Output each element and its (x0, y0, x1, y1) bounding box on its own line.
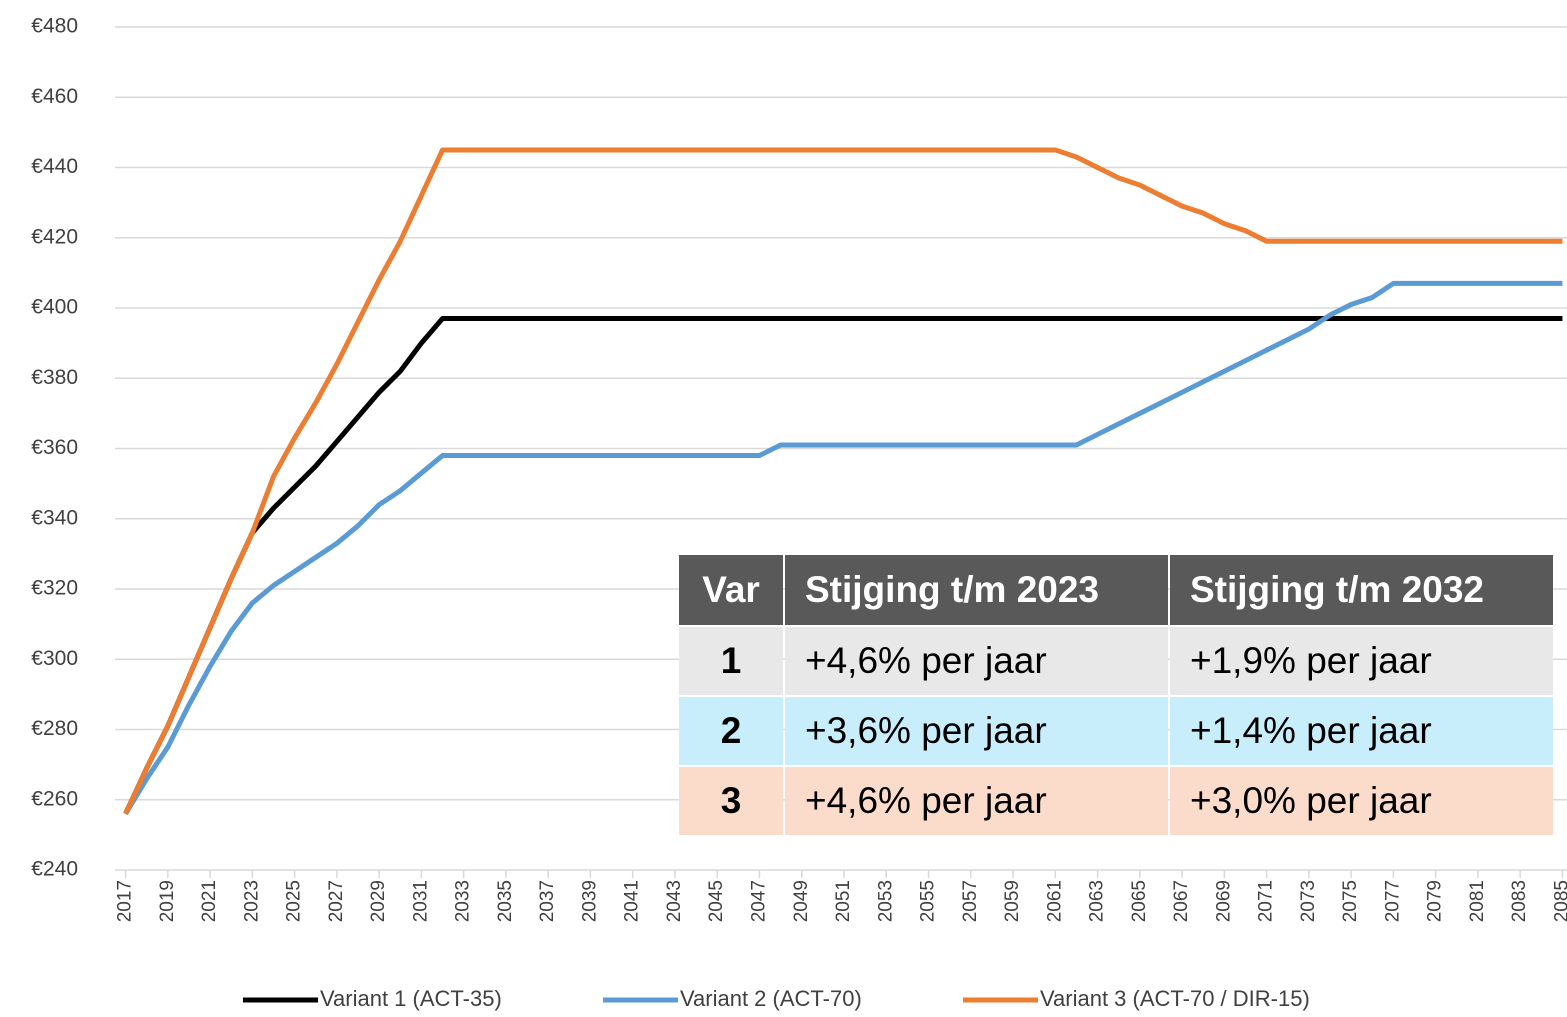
y-tick-label: €380 (31, 366, 78, 389)
y-tick-label: €260 (31, 787, 78, 810)
table-header-cell (785, 555, 1168, 625)
x-tick-label: 2027 (326, 880, 347, 922)
series-line (123, 147, 1563, 815)
table-header-text: Var (702, 569, 760, 610)
x-tick-label: 2043 (664, 880, 685, 922)
x-tick-label: 2073 (1298, 880, 1319, 922)
table-cell (1170, 697, 1553, 765)
legend-label: Variant 1 (ACT-35) (320, 986, 502, 1011)
x-tick-label: 2025 (284, 880, 305, 922)
x-tick-label: 2085 (1551, 880, 1567, 922)
y-tick-label: €300 (31, 647, 78, 670)
table-header-cell (679, 555, 783, 625)
x-tick-label: 2057 (960, 880, 981, 922)
x-tick-label: 2047 (748, 880, 769, 922)
x-tick-label: 2053 (875, 880, 896, 922)
x-tick-label: 2029 (368, 880, 389, 922)
table-cell (785, 697, 1168, 765)
table-cell (785, 767, 1168, 835)
y-tick-label: €400 (31, 296, 78, 319)
table-cell-text: +4,6% per jaar (805, 640, 1047, 681)
x-tick-label: 2075 (1340, 880, 1361, 922)
table-cell-text: +3,0% per jaar (1190, 780, 1432, 821)
table-cell-text: 3 (721, 780, 742, 821)
x-tick-label: 2061 (1044, 880, 1065, 922)
x-tick-label: 2059 (1002, 880, 1023, 922)
table-cell (1170, 767, 1553, 835)
table-cell-text: 2 (721, 710, 742, 751)
y-tick-label: €420 (31, 225, 78, 248)
x-tick-label: 2083 (1509, 880, 1530, 922)
x-tick-label: 2079 (1425, 880, 1446, 922)
x-tick-label: 2023 (241, 880, 262, 922)
x-tick-label: 2039 (579, 880, 600, 922)
y-tick-label: €280 (31, 717, 78, 740)
table-cell-text: 1 (721, 640, 742, 681)
x-tick-label: 2067 (1171, 880, 1192, 922)
table-cell (679, 627, 783, 695)
legend-label: Variant 3 (ACT-70 / DIR-15) (1040, 986, 1310, 1011)
x-tick-label: 2033 (453, 880, 474, 922)
table-cell-text: +3,6% per jaar (805, 710, 1047, 751)
table-cell-text: +4,6% per jaar (805, 780, 1047, 821)
x-tick-label: 2037 (537, 880, 558, 922)
y-tick-label: €340 (31, 506, 78, 529)
table-cell (785, 627, 1168, 695)
x-tick-label: 2069 (1213, 880, 1234, 922)
table-cell-text: +1,4% per jaar (1190, 710, 1432, 751)
x-tick-label: 2077 (1382, 880, 1403, 922)
y-tick-label: €440 (31, 155, 78, 178)
x-tick-label: 2017 (115, 880, 136, 922)
x-tick-label: 2055 (918, 880, 939, 922)
table-cell (1170, 627, 1553, 695)
table-cell-text: +1,9% per jaar (1190, 640, 1432, 681)
x-tick-label: 2041 (622, 880, 643, 922)
y-tick-label: €240 (31, 858, 78, 881)
y-tick-label: €360 (31, 436, 78, 459)
x-tick-label: 2035 (495, 880, 516, 922)
table-header-text: Stijging t/m 2023 (805, 569, 1099, 610)
x-tick-label: 2071 (1256, 880, 1277, 922)
y-tick-label: €320 (31, 577, 78, 600)
x-tick-label: 2063 (1087, 880, 1108, 922)
table-cell (679, 767, 783, 835)
table-header-text: Stijging t/m 2032 (1190, 569, 1484, 610)
y-tick-label: €480 (31, 15, 78, 38)
x-tick-label: 2065 (1129, 880, 1150, 922)
y-tick-label: €460 (31, 85, 78, 108)
x-tick-label: 2051 (833, 880, 854, 922)
table-cell (679, 697, 783, 765)
table-header-cell (1170, 555, 1553, 625)
legend-label: Variant 2 (ACT-70) (680, 986, 862, 1011)
x-tick-label: 2031 (410, 880, 431, 922)
series-line (123, 280, 1563, 816)
x-tick-label: 2021 (199, 880, 220, 922)
x-tick-label: 2049 (791, 880, 812, 922)
x-tick-label: 2081 (1467, 880, 1488, 922)
x-tick-label: 2045 (706, 880, 727, 922)
x-tick-label: 2019 (157, 880, 178, 922)
